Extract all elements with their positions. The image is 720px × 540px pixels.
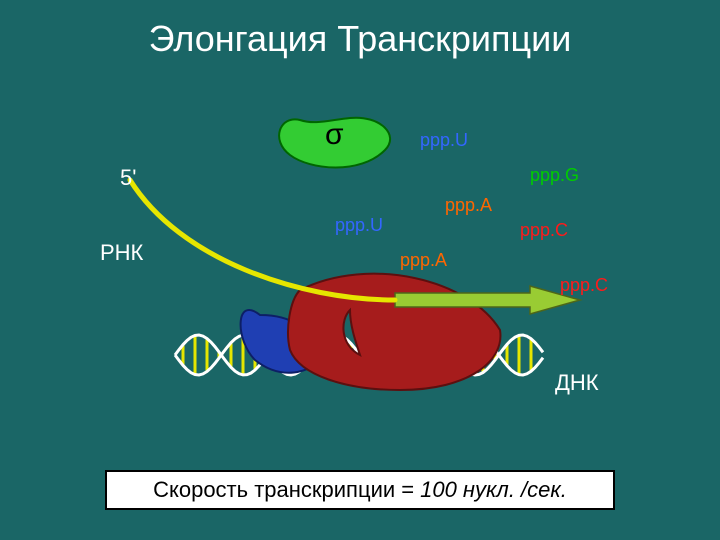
- caption-box: Скорость транскрипции = 100 нукл. /сек.: [105, 470, 615, 510]
- nucleotide-pppA_upper: ppp.A: [445, 195, 492, 216]
- nucleotide-pppC_upper: ppp.C: [520, 220, 568, 241]
- nucleotide-pppU_mid: ppp.U: [335, 215, 383, 236]
- caption-value: 100 нукл. /сек.: [420, 477, 567, 503]
- nucleotide-pppG: ppp.G: [530, 165, 579, 186]
- nucleotide-pppU_top: ppp.U: [420, 130, 468, 151]
- nucleotide-pppC_lower: ppp.C: [560, 275, 608, 296]
- page-title: Элонгация Транскрипции: [0, 18, 720, 60]
- caption-prefix: Скорость транскрипции =: [153, 477, 414, 503]
- nucleotide-pppA_lower: ppp.A: [400, 250, 447, 271]
- sigma-label: σ: [325, 118, 344, 152]
- rna-label: РНК: [100, 240, 143, 266]
- five-prime-label: 5': [120, 165, 136, 191]
- dna-label: ДНК: [555, 370, 599, 396]
- diagram-svg: [0, 0, 720, 540]
- stage: Элонгация Транскрипции σ 5' РНК ДНК ppp.…: [0, 0, 720, 540]
